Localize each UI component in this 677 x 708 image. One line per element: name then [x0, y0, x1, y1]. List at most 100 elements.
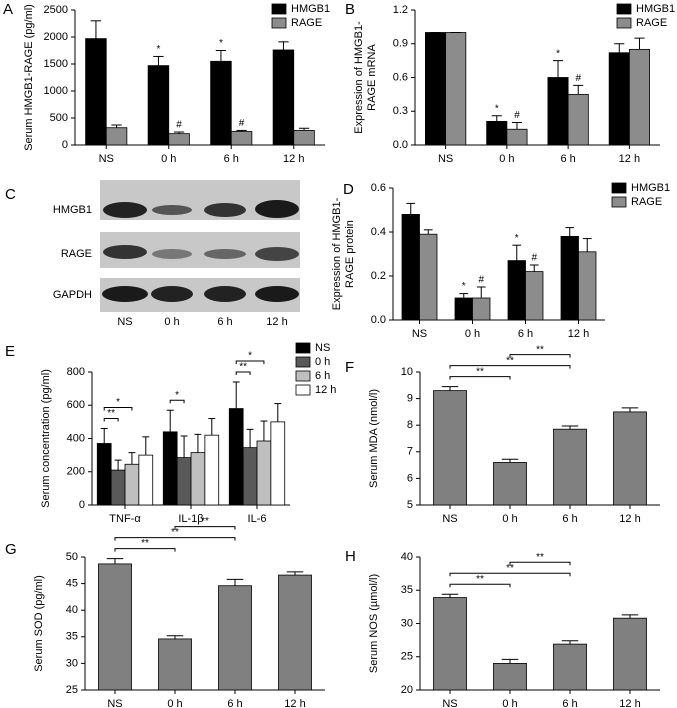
band — [151, 286, 193, 302]
bar — [256, 440, 272, 506]
bar — [628, 48, 650, 146]
bar — [110, 469, 126, 506]
legend-swatch — [295, 384, 311, 396]
x-tick-label: NS — [107, 698, 122, 708]
bar — [228, 408, 244, 506]
significance-bracket — [509, 561, 571, 566]
y-tick-label: 20 — [401, 684, 413, 696]
y-tick-label: 7 — [407, 446, 413, 458]
y-tick-label: 40 — [401, 551, 413, 563]
y-tick-label: 30 — [401, 617, 413, 629]
y-tick-label: 600 — [67, 399, 85, 411]
significance-mark: # — [478, 275, 484, 286]
bar — [493, 663, 527, 691]
y-axis-label: RAGE protein — [344, 220, 356, 288]
significance-label: ** — [476, 366, 484, 377]
band — [102, 286, 148, 302]
significance-mark: # — [575, 73, 581, 84]
x-tick-label: 0 h — [499, 153, 514, 165]
legend-label: 6 h — [315, 370, 330, 382]
y-tick-label: 1500 — [44, 58, 68, 70]
band — [255, 200, 299, 218]
x-tick-label: 12 h — [283, 153, 304, 165]
row-label: GAPDH — [53, 289, 92, 301]
y-tick-label: 25 — [66, 684, 78, 696]
lane-label: 12 h — [266, 316, 287, 328]
y-tick-label: 0.4 — [371, 226, 386, 238]
bar — [433, 597, 467, 691]
legend-swatch — [271, 17, 287, 29]
panel-letter: C — [5, 186, 16, 203]
x-tick-label: 6 h — [227, 698, 242, 708]
x-tick-label: 12 h — [568, 328, 589, 340]
band — [103, 202, 147, 218]
bar — [158, 638, 192, 691]
lane-label: 6 h — [217, 316, 232, 328]
bar — [578, 251, 597, 321]
legend-swatch — [616, 3, 632, 15]
significance-label: ** — [536, 344, 544, 355]
bar — [486, 120, 508, 146]
y-tick-label: 35 — [66, 631, 78, 643]
significance-bracket — [235, 360, 265, 364]
significance-bracket — [114, 537, 236, 541]
significance-bracket — [509, 354, 571, 358]
y-axis-label: Serum NOS (µmol/l) — [368, 574, 380, 673]
y-tick-label: 6 — [407, 472, 413, 484]
x-tick-label: NS — [99, 153, 114, 165]
bar — [162, 431, 178, 506]
legend-swatch — [611, 196, 627, 208]
legend-label: NS — [315, 342, 330, 354]
bar — [613, 617, 647, 691]
bar — [472, 297, 491, 321]
bar — [168, 133, 190, 146]
significance-bracket — [449, 376, 511, 380]
band — [255, 247, 299, 261]
legend-label: 12 h — [315, 384, 336, 396]
bar — [506, 128, 528, 146]
significance-bracket — [169, 399, 185, 404]
x-tick-label: 6 h — [518, 328, 533, 340]
panel-letter: B — [345, 1, 355, 18]
y-axis-label: Serum concentration (pg/ml) — [40, 369, 52, 508]
x-tick-label: 6 h — [562, 513, 577, 525]
x-tick-label: 0 h — [502, 513, 517, 525]
y-axis-label: Serum MDA (nmol/l) — [368, 389, 380, 488]
panel-letter: H — [345, 548, 356, 565]
bar — [242, 447, 258, 506]
panel-letter: G — [5, 541, 17, 558]
bar — [124, 463, 140, 506]
significance-bracket — [174, 526, 236, 530]
y-axis-label: Expression of HMGB1- — [353, 21, 365, 134]
y-tick-label: 400 — [67, 432, 85, 444]
y-tick-label: 40 — [66, 604, 78, 616]
y-tick-label: 0.3 — [393, 105, 408, 117]
lane-label: 0 h — [164, 316, 179, 328]
legend-label: RAGE — [291, 17, 322, 29]
legend-swatch — [295, 356, 311, 368]
y-tick-label: 45 — [66, 578, 78, 590]
y-axis-label: Serum SOD (pg/ml) — [33, 575, 45, 672]
significance-mark: * — [495, 103, 499, 114]
bar — [98, 563, 132, 691]
significance-label: * — [116, 397, 120, 408]
significance-label: ** — [201, 516, 209, 527]
y-tick-label: 200 — [67, 466, 85, 478]
x-tick-label: 6 h — [224, 153, 239, 165]
significance-label: ** — [506, 563, 514, 574]
significance-label: ** — [536, 552, 544, 563]
x-tick-label: 6 h — [560, 153, 575, 165]
band — [204, 203, 246, 217]
y-tick-label: 25 — [401, 651, 413, 663]
band — [204, 249, 246, 259]
y-tick-label: 30 — [66, 657, 78, 669]
bar — [190, 452, 206, 506]
bar — [218, 585, 252, 691]
y-axis-label: RAGE mRNA — [366, 44, 378, 111]
legend-label: RAGE — [631, 196, 662, 208]
bar — [553, 643, 587, 691]
y-tick-label: 0.2 — [371, 270, 386, 282]
significance-mark: # — [531, 253, 537, 264]
panel-letter: A — [3, 1, 13, 18]
x-tick-label: 12 h — [619, 513, 640, 525]
